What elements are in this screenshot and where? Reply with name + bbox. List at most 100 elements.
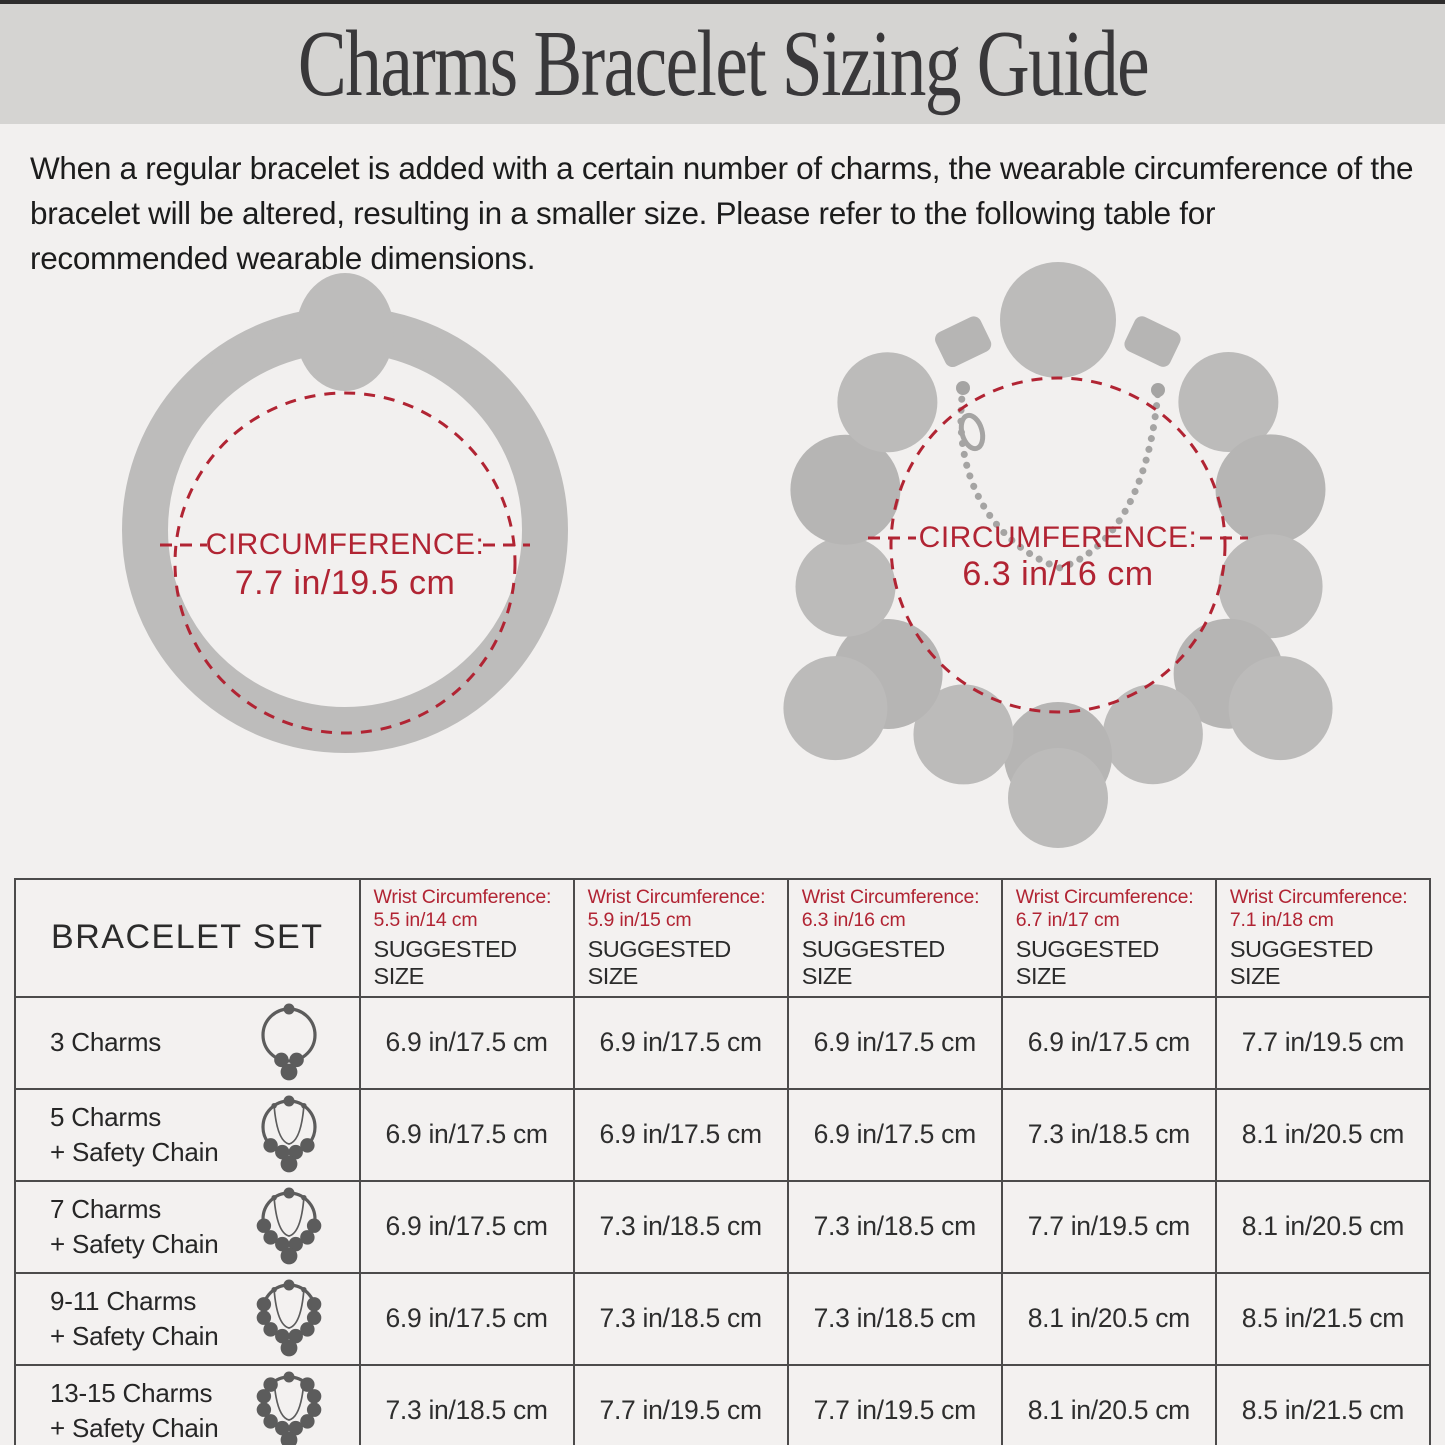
suggested-size-cell: 6.9 in/17.5 cm	[358, 995, 575, 1090]
icon-dangling-charm	[280, 1155, 297, 1173]
bracelet-set-icon	[260, 1003, 317, 1081]
icon-chain-dot	[270, 1194, 277, 1201]
icon-charm-bead	[274, 1328, 290, 1344]
icon-charm-bead	[256, 1296, 271, 1312]
icon-charm-bead	[306, 1296, 321, 1312]
icon-charm-bead	[299, 1413, 315, 1429]
wrist-circumference-header: Wrist Circumference: 5.5 in/14 cm SUGGESTE…	[358, 878, 575, 998]
dangling-charm	[1228, 656, 1333, 761]
suggested-size-cell: 6.9 in/17.5 cm	[572, 995, 789, 1090]
suggested-size-label: SUGGESTED SIZE	[801, 935, 946, 989]
icon-dangling-charm	[280, 1339, 297, 1357]
bracelet-set-cell: 5 Charms + Safety Chain	[14, 1087, 361, 1182]
safety-chain	[957, 384, 1162, 572]
table-row: 3 Charms 6.9 in/17.5 cm 6.9 in/17.5 cm 6.9 …	[14, 995, 1432, 1090]
row-label-line2: + Safety Chain	[50, 1136, 219, 1167]
suggested-size-label: SUGGESTED SIZE	[1015, 935, 1160, 989]
dashed-measure-circle	[173, 391, 517, 735]
charm-bead	[913, 684, 1014, 785]
icon-charm-bead	[306, 1310, 321, 1325]
chain-attach-left	[956, 381, 970, 395]
icon-clasp	[283, 1095, 295, 1107]
clasp-bead	[296, 273, 394, 391]
icon-charm-bead	[274, 1236, 290, 1252]
suggested-size-cell: 8.1 in/20.5 cm	[1214, 1087, 1432, 1182]
wrist-circumference-label: Wrist Circumference:	[1229, 886, 1408, 908]
bracelet-set-cell: 7 Charms + Safety Chain	[14, 1179, 361, 1274]
icon-chain-dot	[300, 1102, 307, 1109]
bracelet-set-icon	[256, 1371, 321, 1445]
row-label-line1: 3 Charms	[50, 1027, 162, 1058]
icon-charm-bead	[256, 1402, 271, 1417]
suggested-size-cell: 7.3 in/18.5 cm	[572, 1179, 789, 1274]
suggested-size-cell: 8.1 in/20.5 cm	[1000, 1271, 1217, 1366]
spacer-bead	[935, 316, 992, 368]
suggested-size-cell: 7.7 in/19.5 cm	[572, 1363, 789, 1445]
charm-bead	[1178, 351, 1279, 452]
icon-charm-bead	[288, 1328, 303, 1344]
icon-charm-bead	[288, 1420, 303, 1436]
bracelet-set-cell: 13-15 Charms + Safety Chain	[14, 1363, 361, 1445]
bracelet-set-icon	[260, 1095, 317, 1173]
suggested-size-cell: 7.3 in/18.5 cm	[572, 1271, 789, 1366]
chain-stopper-right	[433, 342, 487, 390]
charm-bead	[790, 434, 901, 545]
icon-charm-bead	[274, 1144, 290, 1160]
row-label: 7 Charms + Safety Chain	[50, 1192, 219, 1262]
row-label: 13-15 Charms + Safety Chain	[50, 1376, 219, 1445]
dashed-measure-circle	[889, 376, 1227, 714]
table-header-row: BRACELET SET Wrist Circumference: 5.5 in/1…	[14, 878, 1432, 998]
suggested-size-cell: 8.5 in/21.5 cm	[1214, 1363, 1432, 1445]
table-row: 5 Charms + Safety Chain 6.9 in/17.5 cm 6.9 …	[14, 1087, 1432, 1182]
icon-charm-bead	[306, 1218, 321, 1233]
wrist-circumference-label: Wrist Circumference:	[587, 886, 766, 908]
icon-charm-bead	[256, 1310, 271, 1325]
icon-safety-chain	[272, 1289, 305, 1329]
suggested-size-label: SUGGESTED SIZE	[587, 935, 732, 989]
icon-charm-bead	[288, 1236, 303, 1252]
suggested-size-cell: 8.1 in/20.5 cm	[1214, 1179, 1432, 1274]
wrist-circumference-label: Wrist Circumference:	[1015, 886, 1194, 908]
charm-bracelet-figure: CIRCUMFERENCE: 6.3 in/16 cm	[783, 262, 1333, 848]
icon-clasp	[283, 1003, 295, 1015]
suggested-size-cell: 6.9 in/17.5 cm	[358, 1271, 575, 1366]
row-label: 5 Charms + Safety Chain	[50, 1100, 219, 1170]
icon-dangling-charm	[280, 1063, 297, 1081]
icon-clasp	[283, 1187, 295, 1199]
dangling-charm	[1008, 748, 1108, 848]
suggested-size-cell: 7.7 in/19.5 cm	[1000, 1179, 1217, 1274]
suggested-size-cell: 6.9 in/17.5 cm	[786, 1087, 1003, 1182]
icon-charm-bead	[299, 1137, 315, 1153]
icon-charm-bead	[262, 1413, 278, 1429]
chain-attach-right	[1151, 383, 1165, 397]
icon-safety-chain	[272, 1381, 305, 1421]
icon-charm-bead	[262, 1229, 278, 1245]
page-title: Charms Bracelet Sizing Guide	[297, 12, 1149, 116]
suggested-size-cell: 6.9 in/17.5 cm	[1000, 995, 1217, 1090]
wrist-circumference-header: Wrist Circumference: 7.1 in/18 cm SUGGESTE…	[1214, 878, 1432, 998]
circumference-value: 6.3 in/16 cm	[962, 555, 1153, 593]
bracelet-figures-illustration: CIRCUMFERENCE: 7.7 in/19.5 cm CIRCUMFERE…	[122, 262, 1333, 848]
circumference-label: CIRCUMFERENCE:	[919, 521, 1198, 554]
bracelet-set-cell: 3 Charms	[14, 995, 361, 1090]
row-label-line2: + Safety Chain	[50, 1228, 219, 1259]
chain-stopper-left	[204, 342, 258, 390]
row-label-line1: 9-11 Charms	[50, 1285, 197, 1316]
bracelet-figures: CIRCUMFERENCE: 7.7 in/19.5 cm CIRCUMFERE…	[0, 260, 1445, 865]
suggested-size-label: SUGGESTED SIZE	[373, 935, 518, 989]
intro-paragraph: When a regular bracelet is added with a …	[30, 150, 1414, 277]
icon-charm-bead	[288, 1144, 303, 1160]
icon-dangling-charm	[280, 1431, 297, 1445]
wrist-circumference-value: 5.5 in/14 cm	[373, 909, 478, 932]
row-label-line1: 13-15 Charms	[50, 1377, 213, 1408]
suggested-size-cell: 8.5 in/21.5 cm	[1214, 1271, 1432, 1366]
icon-charm-bead	[299, 1321, 315, 1337]
icon-charm-bead	[299, 1377, 315, 1392]
row-label-line1: 5 Charms	[50, 1101, 162, 1132]
table-row: 13-15 Charms + Safety Chain 7.3 in/18.5 cm…	[14, 1363, 1432, 1445]
suggested-size-cell: 7.3 in/18.5 cm	[786, 1271, 1003, 1366]
suggested-size-cell: 8.1 in/20.5 cm	[1000, 1363, 1217, 1445]
icon-charm-bead	[273, 1052, 289, 1067]
table-row: 9-11 Charms + Safety Chain 6.9 in/17.5 cm 7…	[14, 1271, 1432, 1366]
